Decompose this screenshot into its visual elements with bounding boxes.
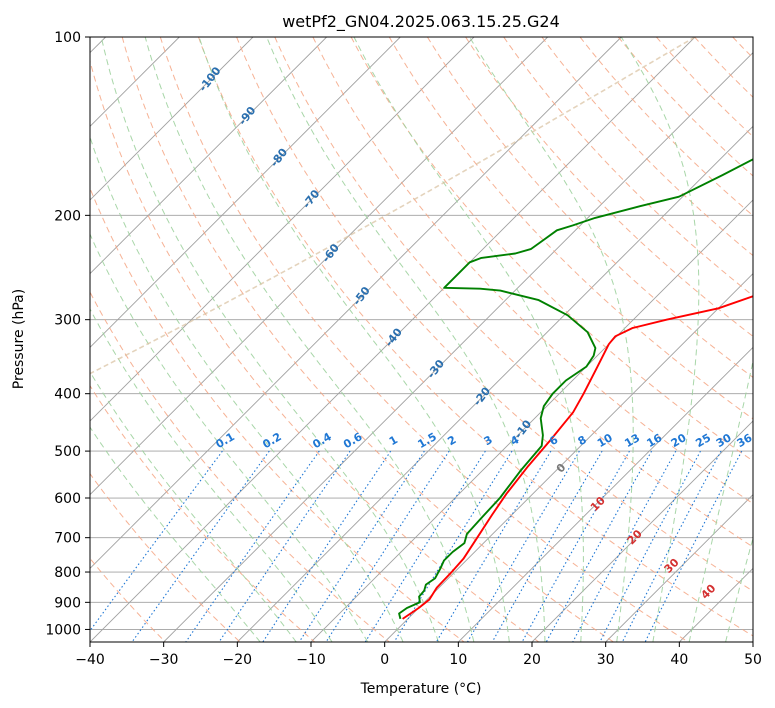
dry-adiabat-line (579, 37, 753, 217)
plot-frame (89, 36, 754, 643)
mixing-ratio-line (621, 450, 722, 642)
moist-adiabat-line (620, 37, 700, 642)
isotherm-line (90, 37, 327, 275)
chart-title: wetPf2_GN04.2025.063.15.25.G24 (282, 12, 560, 32)
y-tick-label: 200 (54, 208, 81, 224)
wet-bulb-line (90, 37, 696, 375)
mixing-ratio-line (599, 450, 701, 642)
mixing-ratio-line (393, 450, 513, 642)
x-tick-label: −40 (75, 652, 105, 668)
isotherm-line (237, 125, 753, 642)
mixing-ratio-line (185, 450, 320, 642)
dry-adiabat-line (350, 37, 753, 462)
dry-adiabat-line (274, 37, 753, 548)
mixing-ratio-label: 36 (735, 431, 755, 450)
moist-adiabat-line (266, 37, 546, 642)
moist-adiabat-line (198, 37, 510, 642)
mixing-ratio-line (364, 450, 486, 642)
moist-adiabat-line (725, 536, 753, 642)
y-tick-label: 500 (54, 444, 81, 460)
y-axis-label: Pressure (hPa) (11, 289, 27, 389)
mixing-ratio-line (131, 450, 270, 642)
isotherm-line (90, 37, 548, 496)
x-axis-label: Temperature (°C) (360, 681, 482, 697)
moist-adiabat-line (90, 370, 297, 642)
y-tick-label: 700 (54, 531, 81, 547)
temperature-line (402, 295, 753, 620)
dry-adiabat-line (312, 37, 753, 505)
y-tick-label: 300 (54, 313, 81, 329)
wet-bulb-curve (90, 37, 696, 375)
isotherm-line (384, 273, 753, 642)
isotherm-line (90, 37, 401, 348)
x-tick-label: 20 (523, 652, 541, 668)
moist-adiabat-line (90, 426, 261, 642)
dry-adiabat-line (388, 37, 753, 420)
isotherm-line (605, 494, 753, 642)
dry-adiabats (90, 37, 753, 642)
mixing-ratio-line (521, 450, 630, 642)
x-tick-label: −20 (223, 652, 253, 668)
dewpoint-line (398, 158, 753, 620)
x-tick-label: −10 (296, 652, 326, 668)
isotherm-line (163, 52, 753, 642)
x-tick-label: 10 (449, 652, 467, 668)
dry-adiabat-line (236, 37, 753, 592)
mixing-ratio-line (467, 450, 580, 642)
isotherm-line (90, 37, 475, 422)
isotherm-line (90, 37, 696, 642)
y-axis-ticks: 100 200 300 400 500 600 700 800 900 1000 (45, 30, 90, 638)
mixing-ratio-line (491, 450, 603, 642)
isotherm-lines (90, 37, 753, 642)
y-tick-label: 100 (54, 30, 81, 46)
mixing-ratio-line (218, 450, 351, 642)
dry-adiabat-line (198, 37, 753, 637)
dry-adiabat-line (90, 186, 465, 642)
moist-adiabat-line (100, 37, 439, 642)
mixing-ratio-lines (90, 450, 743, 642)
sounding-series (398, 158, 753, 620)
x-axis-ticks: −40 −30 −20 −10 0 10 20 30 40 50 (75, 642, 762, 668)
dry-adiabat-line (159, 37, 689, 642)
x-tick-label: 0 (380, 652, 389, 668)
mixing-ratio-line (435, 450, 552, 642)
y-tick-label: 900 (54, 595, 81, 611)
mixing-ratio-line (572, 450, 677, 642)
dry-adiabat-line (90, 59, 540, 642)
y-tick-label: 600 (54, 491, 81, 507)
moist-adiabat-line (353, 37, 584, 642)
moist-adiabat-line (90, 308, 333, 642)
y-tick-label: 400 (54, 387, 81, 403)
x-tick-label: 40 (670, 652, 688, 668)
dry-adiabat-line (541, 37, 753, 257)
isotherm-line (458, 346, 753, 642)
x-tick-label: −30 (149, 652, 179, 668)
isobar-gridlines (90, 37, 753, 630)
moist-adiabat-line (90, 135, 404, 642)
y-tick-label: 800 (54, 565, 81, 581)
moist-adiabat-line (144, 37, 475, 642)
dry-adiabat-line (121, 37, 614, 642)
mixing-ratio-line (545, 450, 653, 642)
isotherm-line (90, 37, 622, 569)
dry-adiabat-line (465, 37, 753, 337)
x-tick-label: 50 (744, 652, 762, 668)
dry-adiabat-line (426, 37, 753, 378)
isotherm-line (90, 37, 254, 201)
x-tick-label: 30 (597, 652, 615, 668)
dry-adiabat-line (90, 291, 390, 642)
plot-area: -100-90-80-70-60-50-40-30-20-100.1 0.2 0.4… (90, 37, 755, 642)
moist-adiabat-line (688, 358, 753, 642)
y-tick-label: 1000 (45, 622, 81, 638)
isotherm-line (531, 420, 753, 642)
moist-adiabat-line (90, 232, 369, 642)
moist-adiabats (90, 37, 753, 642)
